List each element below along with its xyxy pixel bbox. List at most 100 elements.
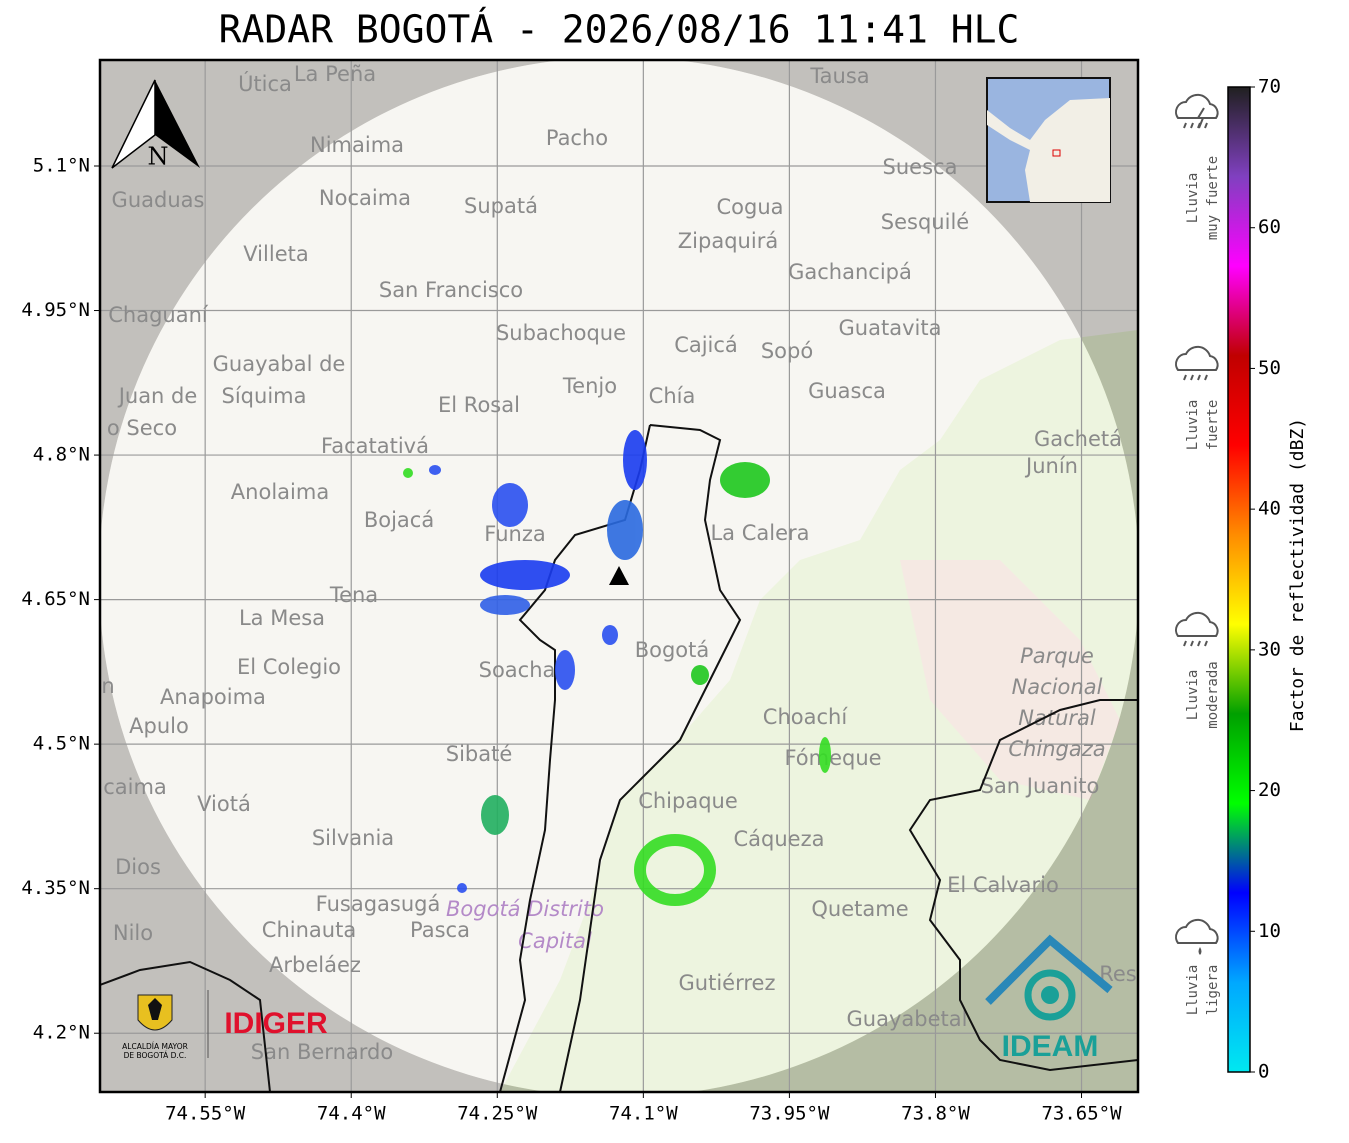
- inset-map: [986, 77, 1111, 203]
- district-label: Capital: [518, 929, 592, 953]
- y-tick-label: 5.1°N: [33, 154, 90, 176]
- legend-icon: [1175, 93, 1219, 129]
- y-tick-label: 4.65°N: [21, 588, 90, 610]
- place-label: Guayabal de: [213, 352, 346, 376]
- place-label: Facatativá: [321, 434, 429, 458]
- colorbar-tick-label: 20: [1258, 779, 1281, 801]
- place-label: Sesquilé: [881, 210, 969, 234]
- y-tick-label: 4.95°N: [21, 299, 90, 321]
- place-label: Anapoima: [160, 685, 266, 709]
- place-label: Pasca: [410, 918, 470, 942]
- place-label: Pacho: [546, 126, 608, 150]
- place-label: Anolaima: [231, 480, 329, 504]
- logo-text: DE BOGOTÁ D.C.: [124, 1051, 187, 1060]
- place-label: Cáqueza: [734, 827, 825, 851]
- legend-label: Lluvia: [1185, 400, 1201, 451]
- place-label: n: [101, 674, 114, 698]
- legend-icon: [1175, 918, 1219, 955]
- place-label: caima: [103, 775, 167, 799]
- y-tick-label: 4.2°N: [33, 1022, 90, 1044]
- logo-alcaldia: ALCALDÍA MAYOR DE BOGOTÁ D.C. IDIGER: [122, 990, 328, 1060]
- place-label: Subachoque: [496, 321, 626, 345]
- park-label: Chingaza: [1008, 737, 1105, 761]
- place-label: San Bernardo: [251, 1040, 393, 1064]
- north-label: N: [148, 143, 169, 171]
- place-label: Quetame: [811, 897, 908, 921]
- place-label: Cajicá: [674, 333, 738, 357]
- park-label: Parque: [1020, 644, 1094, 668]
- place-label: El Calvario: [947, 873, 1059, 897]
- place-label: El Rosal: [438, 393, 520, 417]
- place-label: Arbeláez: [269, 953, 361, 977]
- place-label: Supatá: [464, 194, 538, 218]
- y-tick-label: 4.35°N: [21, 877, 90, 899]
- place-label: Tena: [329, 583, 378, 607]
- place-label: Suesca: [883, 155, 958, 179]
- radar-echoes: [403, 430, 831, 906]
- place-label: Guatavita: [839, 316, 942, 340]
- place-label: Guayabetal: [847, 1007, 968, 1031]
- place-label: Nimaima: [310, 133, 404, 157]
- place-label: Nocaima: [319, 186, 411, 210]
- place-label: Choachí: [763, 705, 849, 729]
- title: RADAR BOGOTÁ - 2026/08/16 11:41 HLC: [219, 8, 1020, 52]
- place-label: Chía: [649, 384, 696, 408]
- place-label: Bogotá: [635, 638, 710, 662]
- place-label: Sibaté: [446, 742, 513, 766]
- place-label: San Francisco: [379, 278, 523, 302]
- legend-label: moderada: [1205, 661, 1221, 728]
- place-label: El Colegio: [237, 655, 341, 679]
- place-label: Junín: [1024, 454, 1078, 478]
- colorbar-tick-label: 50: [1258, 357, 1281, 379]
- place-label: Viotá: [197, 792, 251, 816]
- place-label: Bojacá: [364, 508, 434, 532]
- legend-label: Lluvia: [1185, 670, 1201, 721]
- logo-text: ALCALDÍA MAYOR: [122, 1042, 188, 1051]
- legend-label: fuerte: [1205, 400, 1221, 451]
- park-label: Natural: [1018, 706, 1096, 730]
- place-label: Soacha: [479, 658, 556, 682]
- logo-idiger: IDIGER: [224, 1007, 328, 1040]
- colorbar-tick-label: 40: [1258, 498, 1281, 520]
- colorbar-tick-label: 10: [1258, 920, 1281, 942]
- district-boundary: [499, 424, 742, 1092]
- place-label: San Juanito: [981, 774, 1100, 798]
- x-tick-label: 73.8°W: [901, 1103, 970, 1125]
- y-tick-label: 4.5°N: [33, 733, 90, 755]
- colorbar-tick-label: 0: [1258, 1061, 1269, 1083]
- legend-label: Lluvia: [1185, 173, 1201, 224]
- place-label: Zipaquirá: [678, 229, 778, 253]
- place-label: Gachancipá: [788, 260, 912, 284]
- place-label: La Calera: [710, 521, 809, 545]
- place-label: Nilo: [113, 921, 153, 945]
- x-tick-label: 74.1°W: [609, 1103, 678, 1125]
- place-label: Síquima: [222, 384, 307, 408]
- place-label: Guaduas: [112, 188, 205, 212]
- place-label: o Seco: [107, 416, 177, 440]
- x-tick-label: 74.25°W: [457, 1103, 538, 1125]
- place-label: Sopó: [761, 339, 813, 363]
- place-label: Villeta: [243, 242, 308, 266]
- place-label: La Peña: [294, 62, 376, 86]
- place-label: Guasca: [808, 379, 886, 403]
- colorbar-tick-label: 70: [1258, 76, 1281, 98]
- place-label: Tenjo: [562, 374, 617, 398]
- x-tick-label: 74.4°W: [317, 1103, 386, 1125]
- place-label: La Mesa: [239, 606, 325, 630]
- place-label: Cogua: [716, 195, 783, 219]
- legend-label: Lluvia: [1185, 965, 1201, 1016]
- radar-site: [609, 566, 629, 585]
- x-tick-label: 73.95°W: [749, 1103, 830, 1125]
- district-label: Bogotá Distrito: [446, 897, 604, 921]
- y-tick-label: 4.8°N: [33, 444, 90, 466]
- legend-icon: [1175, 611, 1219, 647]
- logo-text: IDEAM: [1002, 1030, 1099, 1063]
- place-label: Gutiérrez: [679, 971, 776, 995]
- colorbar-label: Factor de reflectividad (dBZ): [1287, 418, 1308, 732]
- colorbar-tick-label: 60: [1258, 216, 1281, 238]
- place-label: Fómeque: [784, 746, 881, 770]
- place-label: Chaguaní: [108, 303, 209, 327]
- legend-label: muy fuerte: [1205, 156, 1221, 240]
- park-label: Nacional: [1012, 675, 1103, 699]
